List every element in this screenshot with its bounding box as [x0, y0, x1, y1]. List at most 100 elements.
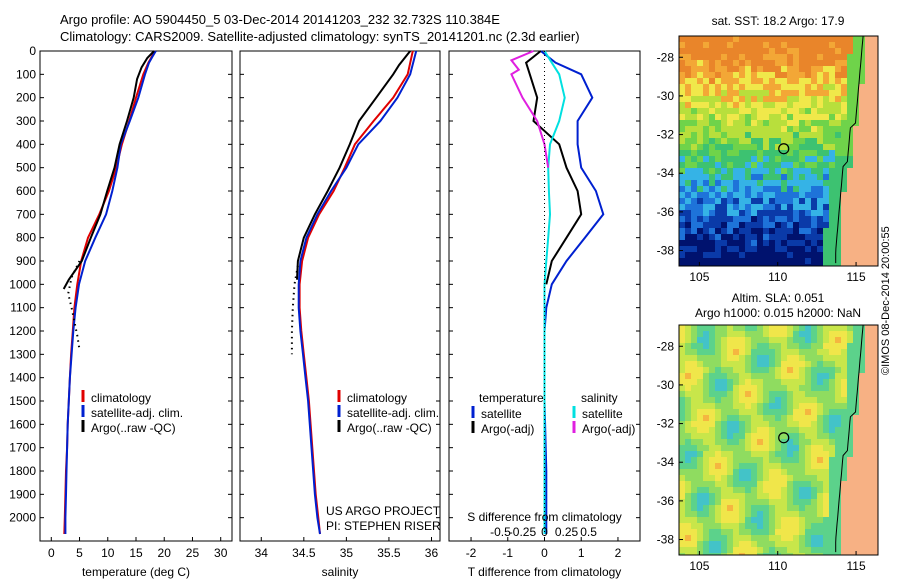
differences-series-temperature-argo-adj- [524, 50, 583, 285]
sla-map-xtick-label: 110 [768, 559, 787, 573]
sla-map-ytick-label: -36 [657, 494, 675, 508]
temperature-xtick-label: 20 [158, 546, 172, 560]
depth-tick-label: 1400 [9, 371, 36, 385]
depth-tick-label: 2000 [9, 511, 36, 525]
depth-tick-label: 0 [29, 44, 36, 58]
salinity-legend-title: salinity [581, 391, 618, 405]
salinity-xlabel: salinity [322, 565, 359, 579]
sla-map-ytick-label: -30 [657, 378, 675, 392]
differences-series-salinity-argo-adj- [509, 50, 550, 168]
differences-xtick-label: -1 [502, 546, 513, 560]
sdiff-tick-label: -0.5 [490, 525, 511, 539]
depth-tick-label: 1200 [9, 324, 36, 338]
sla-map-title: Altim. SLA: 0.051 [732, 291, 825, 305]
differences-xlabel: T difference from climatology [468, 565, 622, 579]
temperature-xtick-label: 0 [48, 546, 55, 560]
differences-xtick-label: 0 [541, 546, 548, 560]
sst-map-ytick-label: -32 [657, 128, 675, 142]
sla-map-ytick-label: -38 [657, 533, 675, 547]
depth-tick-label: 800 [16, 231, 36, 245]
sst-map-xtick-label: 105 [689, 270, 709, 284]
temperature-legend-label: climatology [91, 391, 151, 405]
temperature-legend-label: satellite-adj. clim. [91, 406, 183, 420]
salinity-legend-label: climatology [347, 391, 407, 405]
salinity-legend-label: satellite [582, 407, 623, 421]
sla-map-xtick-label: 115 [846, 559, 865, 573]
sst-map-ytick-label: -38 [657, 244, 675, 258]
sst-map-ytick-label: -34 [657, 166, 675, 180]
depth-tick-label: 300 [16, 114, 36, 128]
sst-map-frame [678, 35, 879, 267]
depth-tick-label: 500 [16, 161, 36, 175]
depth-tick-label: 700 [16, 207, 36, 221]
sla-map-argo-marker [778, 432, 790, 444]
sla-map-ytick-label: -34 [657, 455, 675, 469]
salinity-xtick-label: 35.5 [377, 546, 401, 560]
sdiff-tick-label: 0.25 [555, 525, 579, 539]
salinity-xtick-label: 36 [425, 546, 439, 560]
imos-timestamp: ©IMOS 08-Dec-2014 20:00:55 [880, 226, 892, 375]
salinity-xtick-label: 34.5 [292, 546, 316, 560]
depth-tick-label: 200 [16, 91, 36, 105]
depth-tick-label: 600 [16, 184, 36, 198]
sla-map-ytick-label: -32 [657, 417, 675, 431]
temperature-xtick-label: 15 [129, 546, 143, 560]
sdiff-tick-label: 0 [541, 525, 548, 539]
temperature-xtick-label: 25 [186, 546, 200, 560]
temperature-series-argo [62, 50, 155, 290]
sdiff-axis-label: S difference from climatology [467, 510, 622, 524]
depth-tick-label: 400 [16, 137, 36, 151]
salinity-xtick-label: 35 [340, 546, 354, 560]
climatology-subtitle: Climatology: CARS2009. Satellite-adjuste… [60, 29, 580, 44]
sla-map [678, 324, 879, 556]
depth-tick-label: 1100 [10, 301, 36, 315]
salinity-xtick-label: 34 [255, 546, 269, 560]
depth-tick-label: 1500 [9, 394, 36, 408]
profile-title: Argo profile: AO 5904450_5 03-Dec-2014 2… [60, 12, 500, 27]
sst-map-xtick-label: 110 [768, 270, 787, 284]
temperature-frame [39, 50, 233, 542]
temperature-xlabel: temperature (deg C) [82, 565, 190, 579]
temperature-legend-label: Argo(-adj) [481, 422, 534, 436]
sst-map-ytick-label: -28 [657, 50, 675, 64]
depth-tick-label: 1700 [9, 441, 36, 455]
pi-annotation: PI: STEPHEN RISER [326, 519, 441, 533]
temperature-xtick-label: 10 [101, 546, 115, 560]
salinity-series-satellite-adj-clim- [297, 50, 418, 535]
differences-series-salinity-satellite [543, 50, 566, 534]
sla-map-frame [678, 324, 879, 556]
sdiff-tick-label: -0.25 [509, 525, 537, 539]
temperature-series-satellite-adj-clim- [64, 50, 157, 534]
sst-map-coastline [835, 36, 864, 264]
temperature-legend-title: temperature [479, 391, 544, 405]
temperature-xtick-label: 5 [76, 546, 83, 560]
temperature-legend-label: satellite [481, 407, 522, 421]
sst-map-argo-marker [778, 143, 790, 155]
depth-tick-label: 1300 [9, 347, 36, 361]
sst-map-xtick-label: 115 [846, 270, 865, 284]
differences-xtick-label: 1 [578, 546, 585, 560]
sst-map-ytick-label: -36 [657, 205, 675, 219]
depth-tick-label: 1600 [9, 417, 36, 431]
salinity-legend-label: Argo(-adj) [582, 422, 635, 436]
salinity-series-argo [296, 50, 411, 280]
temperature-xtick-label: 30 [214, 546, 228, 560]
sst-map [678, 35, 879, 267]
project-annotation: US ARGO PROJECT [326, 504, 441, 518]
temperature-legend-label: Argo(..raw -QC) [91, 421, 176, 435]
sst-map-ytick-label: -30 [657, 89, 675, 103]
depth-tick-label: 1900 [9, 487, 36, 501]
sla-map-ytick-label: -28 [657, 339, 675, 353]
sdiff-tick-label: 0.5 [580, 525, 597, 539]
sst-map-field [679, 36, 878, 266]
sla-map-field [679, 325, 878, 555]
salinity-legend-label: Argo(..raw -QC) [347, 421, 432, 435]
sst-map-title: sat. SST: 18.2 Argo: 17.9 [712, 14, 845, 28]
depth-tick-label: 1800 [9, 464, 36, 478]
sla-map-xtick-label: 105 [689, 559, 709, 573]
depth-tick-label: 900 [16, 254, 36, 268]
sla-map-subtitle: Argo h1000: 0.015 h2000: NaN [695, 306, 861, 320]
depth-tick-label: 100 [16, 67, 36, 81]
salinity-legend-label: satellite-adj. clim. [347, 406, 439, 420]
